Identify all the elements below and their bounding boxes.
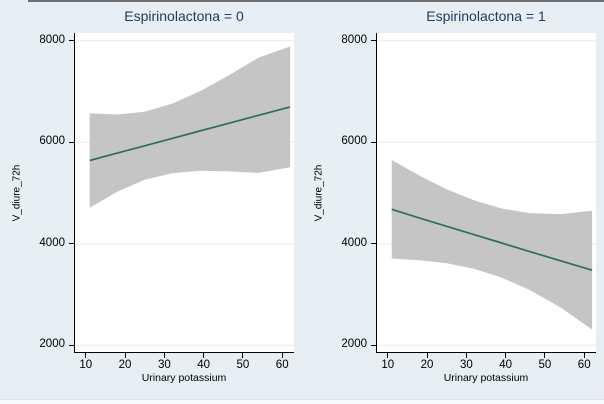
y-tick-mark [69,344,74,346]
x-tick-label: 20 [118,359,132,371]
x-tick-label: 60 [577,359,591,371]
x-tick-label: 40 [197,359,211,371]
x-tick-mark [163,353,165,358]
plot-area [74,33,294,353]
x-tick-label: 40 [499,359,513,371]
x-tick-mark [242,353,244,358]
fit-ci-chart [376,33,596,353]
y-tick-label: 6000 [39,135,65,148]
x-tick-label: 60 [275,359,289,371]
y-tick-label: 8000 [39,33,65,46]
fit-ci-chart [74,33,294,353]
x-tick-mark [465,353,467,358]
y-tick-mark [371,344,376,346]
x-tick-label: 50 [236,359,250,371]
x-tick-label: 30 [157,359,171,371]
y-tick-label: 4000 [341,236,367,249]
x-tick-label: 50 [538,359,552,371]
x-axis-label: Urinary potassium [443,372,529,384]
x-tick-mark [85,353,87,358]
y-axis-label: V_diure_72h [313,164,325,222]
panel-espirinolactona-1: Espirinolactona = 1 V_diure_72h Urinary … [302,0,604,404]
x-axis-label: Urinary potassium [141,372,227,384]
x-tick-mark [281,353,283,358]
panel-title: Espirinolactona = 1 [426,8,546,24]
x-tick-label: 30 [459,359,473,371]
y-tick-label: 4000 [39,236,65,249]
window-bottom-edge-line [0,399,604,404]
y-axis-label: V_diure_72h [11,164,23,222]
x-tick-mark [387,353,389,358]
y-tick-label: 2000 [341,338,367,351]
y-tick-label: 2000 [39,338,65,351]
panel-espirinolactona-0: Espirinolactona = 0 V_diure_72h Urinary … [11,8,294,384]
y-tick-mark [371,40,376,42]
x-tick-mark [426,353,428,358]
panel-title: Espirinolactona = 0 [124,8,244,24]
x-tick-label: 10 [381,359,395,371]
x-tick-mark [124,353,126,358]
x-tick-label: 20 [420,359,434,371]
y-tick-mark [69,141,74,143]
x-tick-label: 10 [79,359,93,371]
y-tick-mark [69,40,74,42]
y-tick-mark [69,243,74,245]
y-tick-mark [371,141,376,143]
x-tick-mark [203,353,205,358]
y-tick-label: 6000 [341,135,367,148]
window-top-edge-line [28,0,604,2]
plot-area [376,33,596,353]
y-tick-mark [371,243,376,245]
x-tick-mark [544,353,546,358]
y-tick-label: 8000 [341,33,367,46]
x-tick-mark [583,353,585,358]
x-tick-mark [505,353,507,358]
